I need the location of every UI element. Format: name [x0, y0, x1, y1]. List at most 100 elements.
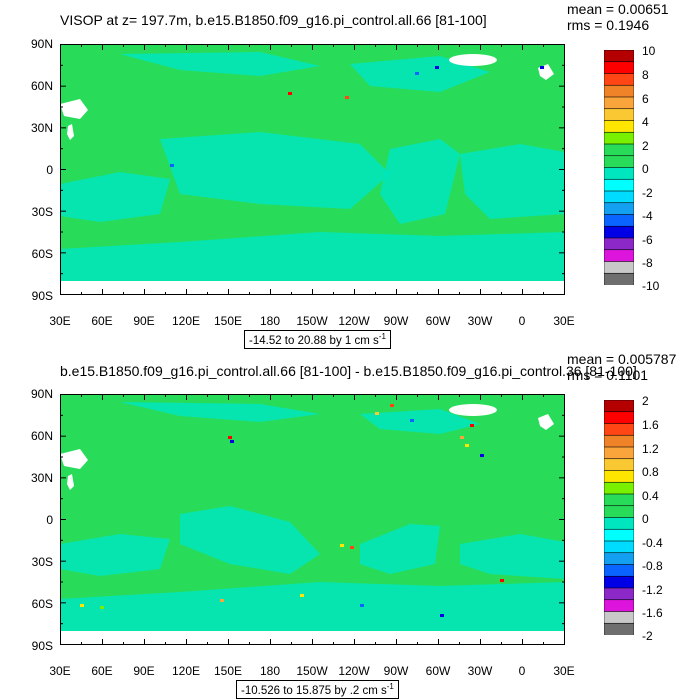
colorbar-label: 1.6 — [642, 418, 659, 432]
negative-anomaly-region — [60, 172, 170, 222]
x-tick-label: 30W — [467, 314, 493, 328]
colorbar-label: 0.8 — [642, 465, 659, 479]
extreme-value-speckle — [470, 424, 474, 427]
chart-title: VISOP at z= 197.7m, b.e15.B1850.f09_g16.… — [60, 12, 487, 28]
negative-anomaly-region — [120, 52, 320, 76]
x-tick-label: 30E — [553, 314, 575, 328]
colorbar-swatch — [604, 575, 634, 589]
colorbar-swatch — [604, 517, 634, 530]
extreme-value-speckle — [390, 404, 394, 407]
colorbar-swatch — [604, 564, 634, 577]
colorbar-swatch — [604, 622, 634, 635]
colorbar-swatch — [604, 73, 634, 86]
extreme-value-speckle — [100, 606, 104, 609]
colorbar-label: 8 — [642, 68, 649, 82]
top-panel: VISOP at z= 197.7m, b.e15.B1850.f09_g16.… — [30, 1, 669, 349]
x-tick-label: 120E — [171, 314, 201, 328]
negative-anomaly-region — [60, 232, 565, 281]
colorbar-swatch — [604, 155, 634, 169]
extreme-value-speckle — [460, 436, 464, 439]
colorbar-label: -1.6 — [642, 606, 663, 620]
colorbar-swatch — [604, 552, 634, 566]
y-tick-label: 90S — [31, 289, 53, 303]
colorbar-swatch — [604, 423, 634, 436]
map-plot — [60, 394, 565, 645]
negative-anomaly-region — [460, 534, 565, 579]
bottom-panel: b.e15.B1850.f09_g16.pi_control.all.66 [8… — [0, 350, 700, 700]
colorbar-swatch — [604, 190, 634, 204]
extreme-value-speckle — [410, 419, 414, 422]
extreme-value-speckle — [288, 92, 292, 95]
x-tick-label: 150E — [213, 664, 243, 678]
extreme-value-speckle — [415, 72, 419, 75]
y-tick-label: 90S — [31, 639, 53, 653]
colorbar-swatch — [604, 481, 634, 495]
rms-stat: rms = 0.1946 — [567, 17, 650, 33]
extreme-value-speckle — [170, 164, 174, 167]
extreme-value-speckle — [435, 66, 439, 69]
colorbar-swatch — [604, 225, 634, 239]
colorbar-swatch — [604, 458, 634, 472]
caspian-no-data — [60, 449, 88, 469]
colorbar-swatch — [604, 108, 634, 122]
colorbar-swatch — [604, 540, 634, 554]
colorbar-swatch — [604, 50, 634, 63]
colorbar-swatch — [604, 96, 634, 110]
colorbar-label: -1.2 — [642, 583, 663, 597]
contour-info-box: -10.526 to 15.875 by .2 cm s-1 — [236, 680, 399, 699]
unit-exponent: -1 — [386, 682, 394, 691]
colorbar-swatch — [604, 261, 634, 274]
colorbar — [604, 50, 634, 285]
contour-range-text: -10.526 to 15.875 by .2 cm s — [241, 684, 387, 697]
extreme-value-speckle — [345, 96, 349, 99]
colorbar-swatch — [604, 214, 634, 227]
colorbar-swatch — [604, 84, 634, 98]
extreme-value-speckle — [540, 66, 544, 69]
colorbar-swatch — [604, 249, 634, 263]
y-tick-label: 30N — [30, 121, 53, 135]
greenland-no-data — [449, 54, 497, 66]
extreme-value-speckle — [350, 546, 354, 549]
x-tick-label: 60W — [425, 314, 451, 328]
x-tick-label: 0 — [518, 314, 526, 328]
mean-stat: mean = 0.00651 — [567, 1, 669, 17]
red-sea-no-data — [67, 474, 74, 490]
extreme-value-speckle — [360, 604, 364, 607]
negative-anomaly-region — [60, 534, 170, 576]
colorbar-label: -8 — [642, 256, 653, 270]
x-tick-label: 30E — [49, 664, 71, 678]
x-tick-label: 120W — [338, 664, 370, 678]
caspian-no-data — [60, 99, 88, 119]
colorbar-swatch — [604, 587, 634, 601]
colorbar-swatch — [604, 202, 634, 216]
map-plot — [60, 44, 565, 295]
x-tick-label: 180 — [259, 664, 281, 678]
mean-stat: mean = 0.005787 — [567, 351, 677, 367]
colorbar-swatch — [604, 505, 634, 519]
colorbar-label: 2 — [642, 394, 649, 408]
colorbar-svg — [604, 50, 634, 285]
x-tick-label: 150W — [296, 664, 328, 678]
colorbar-swatch — [604, 61, 634, 75]
colorbar-label: 2 — [642, 139, 649, 153]
extreme-value-speckle — [465, 444, 469, 447]
x-tick-label: 60E — [91, 314, 113, 328]
colorbar-swatch — [604, 143, 634, 157]
colorbar-swatch — [604, 131, 634, 145]
rms-stat: rms = 0.1101 — [567, 367, 649, 383]
colorbar-svg — [604, 400, 634, 635]
colorbar-label: -0.8 — [642, 559, 663, 573]
x-tick-label: 60W — [425, 664, 451, 678]
extreme-value-speckle — [300, 594, 304, 597]
y-tick-label: 90N — [30, 387, 53, 401]
y-tick-label: 0 — [46, 163, 53, 177]
extreme-value-speckle — [480, 454, 484, 457]
negative-anomaly-region — [460, 144, 565, 219]
colorbar-label: -2 — [642, 186, 653, 200]
negative-anomaly-region — [380, 139, 460, 224]
colorbar-label: 0 — [642, 512, 649, 526]
colorbar-swatch — [604, 434, 634, 448]
colorbar-label: -0.4 — [642, 536, 663, 550]
x-tick-label: 120E — [171, 664, 201, 678]
colorbar-swatch — [604, 599, 634, 613]
